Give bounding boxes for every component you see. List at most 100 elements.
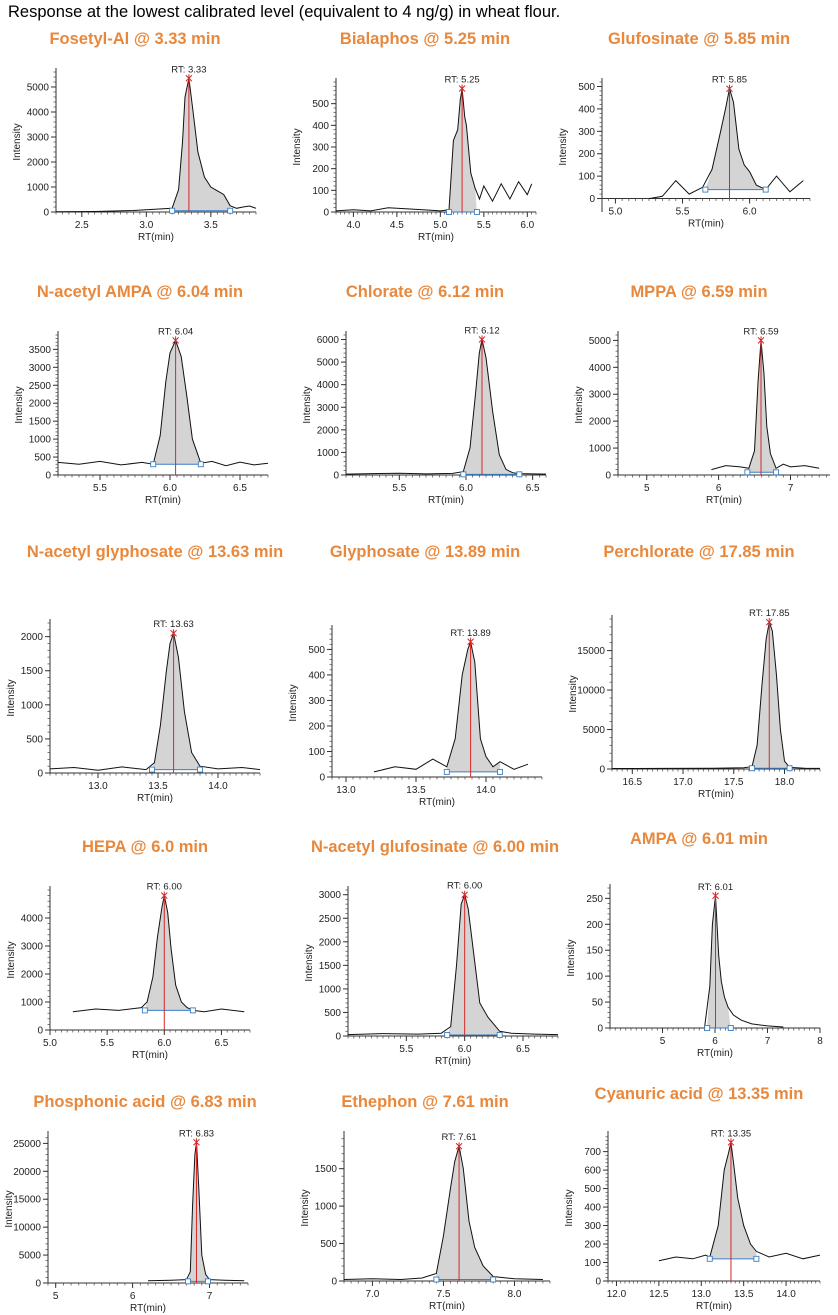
x-tick-label: 5.0: [608, 207, 622, 218]
chart-panel: N-acetyl AMPA @ 6.04 min 5.5 6.0 6.5 0 500 100…: [0, 283, 280, 513]
y-tick-label: 500: [324, 1008, 341, 1019]
y-tick-label: 2000: [29, 399, 52, 410]
y-tick-label: 300: [308, 696, 325, 707]
y-tick-label: 3000: [317, 403, 340, 414]
y-tick-label: 2000: [317, 425, 340, 436]
y-tick-label: 0: [43, 208, 49, 219]
chromatogram-trace: [335, 88, 533, 212]
x-tick-label: 6.0: [163, 483, 177, 494]
peak-boundary-marker: [490, 1276, 497, 1283]
chart-panel: Bialaphos @ 5.25 min 4.0 4.5 5.0 5.5 6.0 0 100 2…: [290, 30, 560, 250]
x-axis-label: RT(min): [435, 1056, 471, 1067]
y-axis-label: Intensity: [4, 1190, 15, 1227]
y-axis-label: Intensity: [14, 386, 25, 423]
chromatogram-svg: 5 6 7 8 0 50 100 150 200 250 RT(min) Intensity RT: 6…: [566, 882, 823, 1059]
chromatogram-trace: [373, 639, 529, 773]
chart-panel: HEPA @ 6.0 min 5.0 5.5 6.0 6.5 0 1000 2000 3000 4…: [0, 838, 290, 1061]
peak-area: [436, 1146, 494, 1280]
y-axis-label: Intensity: [566, 939, 577, 976]
y-tick-label: 0: [35, 1279, 41, 1290]
y-tick-label: 2000: [319, 937, 342, 948]
y-tick-label: 10000: [577, 686, 605, 697]
y-axis-label: Intensity: [12, 123, 23, 160]
x-tick-label: 14.0: [208, 781, 228, 792]
peak-boundary-marker: [433, 1276, 440, 1283]
y-tick-label: 500: [312, 99, 329, 110]
y-tick-label: 1000: [21, 998, 44, 1009]
y-tick-label: 0: [37, 769, 43, 780]
y-tick-label: 0: [319, 773, 325, 784]
chart-title: Glufosinate @ 5.85 min: [607, 30, 791, 48]
x-tick-label: 5.5: [392, 483, 406, 494]
y-tick-label: 1000: [315, 1202, 338, 1213]
x-axis-label: RT(min): [145, 495, 181, 506]
peak-boundary-marker: [727, 1025, 734, 1031]
peak-area: [747, 340, 777, 473]
peak-boundary-marker: [762, 186, 769, 193]
retention-time-label: RT: 7.61: [441, 1132, 476, 1143]
y-tick-label: 1000: [29, 435, 52, 446]
y-tick-label: 2000: [589, 417, 612, 428]
retention-time-label: RT: 13.63: [153, 619, 194, 630]
y-tick-label: 2500: [319, 914, 342, 925]
y-tick-label: 2500: [29, 381, 52, 392]
y-tick-label: 1000: [27, 183, 50, 194]
peak-boundary-marker: [744, 469, 751, 476]
peak-area: [446, 641, 500, 772]
x-tick-label: 12.5: [649, 1289, 669, 1300]
chart-title: Glyphosate @ 13.89 min: [329, 543, 521, 561]
peak-area: [144, 895, 193, 1011]
x-tick-label: 5.5: [399, 1044, 413, 1055]
retention-time-label: RT: 6.01: [698, 882, 733, 893]
peak-area: [463, 339, 520, 475]
chromatogram-trace: [611, 620, 821, 769]
y-tick-label: 100: [584, 1258, 601, 1269]
x-tick-label: 18.0: [775, 777, 795, 788]
y-tick-label: 0: [595, 1277, 601, 1288]
y-tick-label: 2000: [27, 158, 50, 169]
peak-boundary-marker: [496, 1032, 503, 1039]
y-tick-label: 400: [312, 121, 329, 132]
peak-boundary-marker: [706, 1255, 713, 1262]
y-axis-label: Intensity: [302, 386, 313, 423]
y-tick-label: 4000: [21, 914, 44, 925]
x-tick-label: 6.0: [458, 1044, 472, 1055]
y-tick-label: 4000: [589, 363, 612, 374]
x-axis-label: RT(min): [137, 793, 173, 804]
chromatogram-svg: 13.0 13.5 14.0 0 100 200 300 400 500 RT(min) Inten…: [288, 625, 543, 808]
y-tick-label: 100: [578, 172, 595, 183]
x-tick-label: 6.5: [214, 1038, 228, 1049]
y-axis-label: Intensity: [564, 1189, 575, 1226]
y-tick-label: 0: [589, 194, 595, 205]
x-tick-label: 6: [716, 483, 722, 494]
peak-boundary-marker: [497, 768, 503, 775]
x-axis-label: RT(min): [132, 1050, 168, 1061]
x-axis-label: RT(min): [130, 1303, 166, 1314]
chart-title: N-acetyl AMPA @ 6.04 min: [36, 283, 244, 301]
x-tick-label: 6: [712, 1036, 718, 1047]
x-tick-label: 6.5: [233, 483, 247, 494]
y-tick-label: 3000: [589, 390, 612, 401]
x-axis-label: RT(min): [419, 797, 455, 808]
peak-apex-marker: [193, 1138, 200, 1147]
chart-title: Bialaphos @ 5.25 min: [339, 30, 511, 48]
x-tick-label: 6.5: [516, 1044, 530, 1055]
x-tick-label: 13.0: [692, 1289, 712, 1300]
y-tick-label: 15000: [13, 1195, 41, 1206]
chart-title: N-acetyl glyphosate @ 13.63 min: [26, 543, 284, 561]
y-tick-label: 100: [586, 972, 603, 983]
y-tick-label: 3000: [319, 890, 342, 901]
peak-apex-marker: [726, 84, 733, 93]
y-axis-label: Intensity: [304, 944, 315, 981]
x-tick-label: 5.0: [43, 1038, 57, 1049]
y-tick-label: 1000: [21, 700, 44, 711]
retention-time-label: RT: 6.12: [464, 326, 499, 337]
y-tick-label: 0: [597, 1024, 603, 1035]
y-tick-label: 200: [312, 164, 329, 175]
chart-panel: Phosphonic acid @ 6.83 min 5 6 7 0 5000 10000 1…: [0, 1093, 290, 1315]
y-tick-label: 6000: [317, 335, 340, 346]
x-axis-label: RT(min): [429, 1301, 465, 1312]
retention-time-label: RT: 6.04: [158, 326, 193, 337]
chart-title: Fosetyl-Al @ 3.33 min: [49, 30, 221, 48]
y-axis-label: Intensity: [558, 128, 569, 165]
